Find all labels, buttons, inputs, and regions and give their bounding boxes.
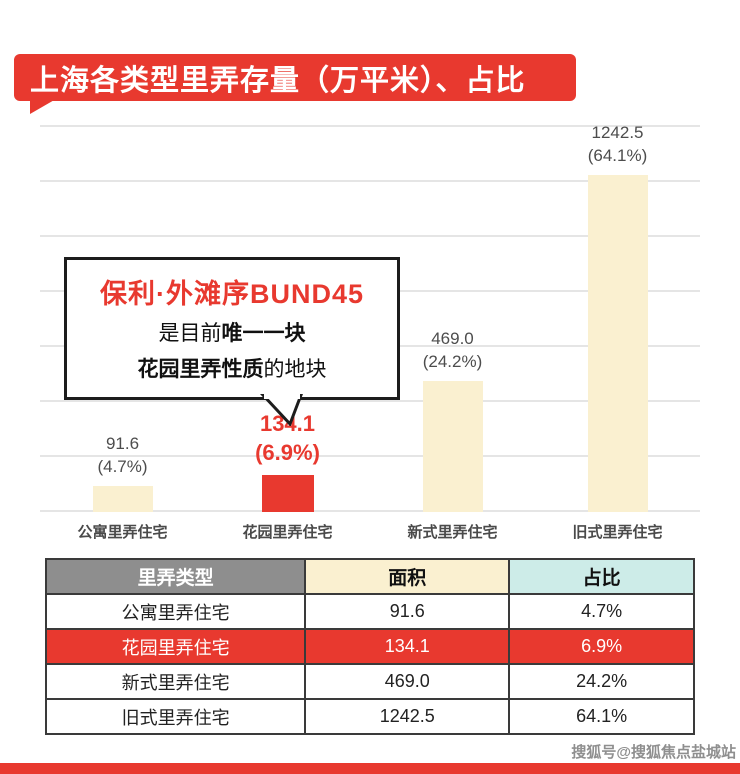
- callout-line2-normal: 是目前: [158, 322, 222, 345]
- callout-line3: 花园里弄性质的地块: [73, 353, 391, 383]
- table-cell: 旧式里弄住宅: [44, 698, 307, 735]
- callout-bubble: 保利·外滩序BUND45 是目前唯一一块 花园里弄性质的地块: [64, 257, 400, 426]
- banner-tail: [30, 99, 56, 114]
- bar-category-label: 新式里弄住宅: [407, 524, 498, 541]
- table-row: 旧式里弄住宅 1242.5 64.1%: [44, 698, 695, 735]
- bar-group: 469.0 (24.2%): [370, 122, 535, 512]
- bar: [587, 174, 648, 512]
- table-cell: 花园里弄住宅: [44, 628, 307, 665]
- table-cell: 新式里弄住宅: [44, 663, 307, 700]
- callout-line2-bold: 唯一一块: [221, 322, 306, 345]
- chart-title: 上海各类型里弄存量（万平米）、占比: [30, 64, 526, 97]
- callout-tail: [260, 394, 303, 426]
- callout-line3-normal: 的地块: [263, 358, 327, 381]
- table-cell: 24.2%: [508, 663, 695, 700]
- table-cell: 64.1%: [508, 698, 695, 735]
- table-header-share: 占比: [508, 558, 695, 595]
- bar-category-label: 公寓里弄住宅: [77, 524, 168, 541]
- table-header-row: 里弄类型 面积 占比: [44, 558, 695, 595]
- bar-category-label: 花园里弄住宅: [242, 524, 333, 541]
- bar-group: 91.6 (4.7%): [40, 122, 205, 512]
- data-table: 里弄类型 面积 占比 公寓里弄住宅 91.6 4.7% 花园里弄住宅 134.1 6.9%…: [44, 558, 695, 735]
- bar: [422, 381, 483, 512]
- callout-line2: 是目前唯一一块: [73, 317, 391, 347]
- table-cell: 1242.5: [304, 698, 511, 735]
- chart-categories: 公寓里弄住宅 花园里弄住宅 新式里弄住宅 旧式里弄住宅: [40, 521, 700, 542]
- chart-plot: 91.6(4.7%) 134.1(6.9%) 469.0(24.2%) 1242.5(…: [40, 122, 700, 512]
- bar-value-label: 134.1(6.9%): [255, 411, 320, 466]
- table-row: 花园里弄住宅 134.1 6.9%: [44, 628, 695, 665]
- bar-group: 134.1(6.9%): [205, 122, 370, 512]
- table-row: 公寓里弄住宅 91.6 4.7%: [44, 593, 695, 630]
- bar-value-label: 1242.5 (64.1%): [587, 123, 648, 165]
- bar-group: 1242.5 (64.1%): [535, 122, 700, 512]
- table-cell: 469.0: [304, 663, 511, 700]
- table-body: 公寓里弄住宅 91.6 4.7% 花园里弄住宅 134.1 6.9% 新式里弄住宅 469.0…: [44, 593, 695, 735]
- bar: [92, 486, 153, 512]
- table-cell: 6.9%: [508, 628, 695, 665]
- table-cell: 4.7%: [508, 593, 695, 630]
- table-row: 新式里弄住宅 469.0 24.2%: [44, 663, 695, 700]
- callout-title: 保利·外滩序BUND45: [99, 279, 365, 309]
- table-header-type: 里弄类型: [44, 558, 307, 595]
- bar-category-label: 旧式里弄住宅: [572, 524, 663, 541]
- table-cell: 134.1: [304, 628, 511, 665]
- bar-value-label: 469.0 (24.2%): [422, 329, 483, 372]
- bottom-red-strip: [0, 763, 740, 774]
- watermark: 搜狐号@搜狐焦点盐城站: [571, 744, 736, 761]
- bar: [261, 475, 314, 512]
- chart-title-banner: 上海各类型里弄存量（万平米）、占比: [14, 54, 576, 101]
- table-header-area: 面积: [304, 558, 511, 595]
- table-cell: 公寓里弄住宅: [44, 593, 307, 630]
- table-cell: 91.6: [304, 593, 511, 630]
- callout-line3-bold: 花园里弄性质: [137, 358, 264, 381]
- bar-value-label: 91.6 (4.7%): [97, 434, 148, 477]
